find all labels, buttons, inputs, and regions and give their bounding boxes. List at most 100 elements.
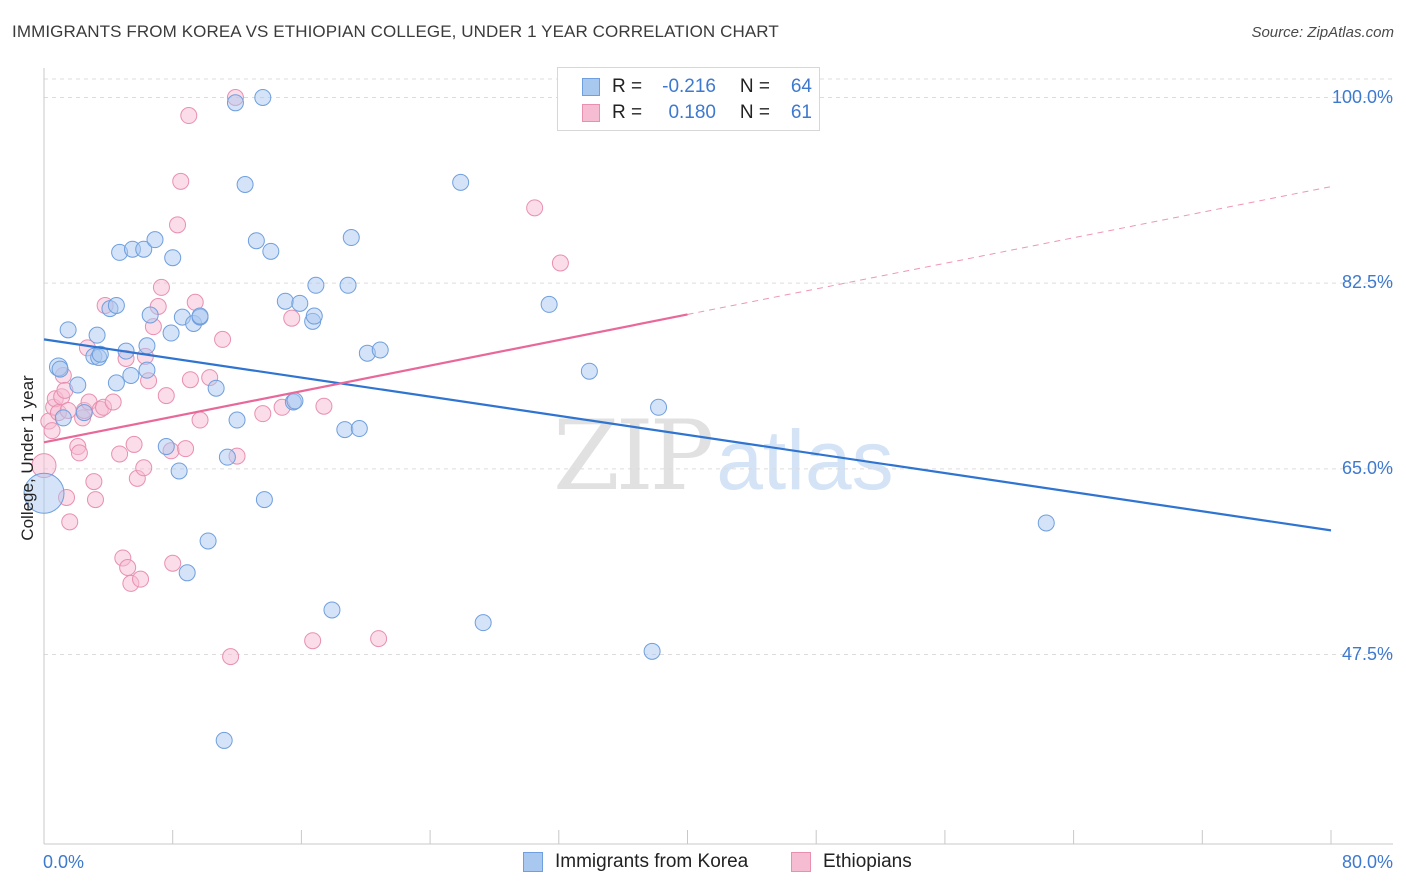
ethiopians-legend-label: Ethiopians	[823, 851, 912, 872]
korea-point	[162, 324, 180, 342]
korea-trend-line	[43, 338, 1332, 532]
ethiopian-point	[164, 554, 182, 572]
korea-point	[164, 249, 182, 267]
legend-row-korea: R = -0.216 N = 64	[582, 75, 812, 99]
korea-point	[254, 89, 272, 106]
ethiopians-legend-swatch	[791, 852, 811, 872]
y-tick-label: 47.5%	[1341, 643, 1393, 664]
korea-point	[191, 307, 209, 325]
x-tick-label-max: 80.0%	[1341, 852, 1393, 872]
korea-point	[207, 379, 225, 397]
korea-point	[474, 614, 492, 632]
ethiopian-point	[125, 435, 143, 453]
korea-point	[51, 360, 69, 378]
chart-title: IMMIGRANTS FROM KOREA VS ETHIOPIAN COLLE…	[12, 22, 779, 41]
korea-point	[199, 532, 217, 550]
r-value: 0.180	[668, 102, 716, 123]
ethiopian-trend-line-extension	[687, 186, 1332, 315]
r-label: R =	[612, 76, 643, 97]
y-tick-label: 100.0%	[1331, 86, 1393, 107]
ethiopian-point	[191, 411, 209, 429]
korea-point	[262, 242, 280, 260]
korea-point	[643, 642, 661, 660]
korea-point	[138, 361, 156, 379]
korea-point	[452, 173, 470, 191]
korea-point	[247, 232, 265, 250]
korea-point	[215, 731, 233, 749]
korea-point	[286, 392, 304, 410]
korea-point	[650, 398, 668, 416]
ethiopian-point	[177, 440, 195, 458]
korea-point	[323, 601, 341, 619]
n-value: 61	[790, 102, 812, 123]
korea-point	[1037, 514, 1055, 532]
korea-point	[135, 240, 153, 258]
ethiopian-point	[214, 330, 232, 348]
ethiopian-point	[70, 444, 88, 462]
ethiopian-point	[180, 107, 198, 125]
korea-point	[350, 420, 368, 438]
ethiopian-point	[119, 559, 137, 577]
ethiopian-point	[86, 491, 104, 509]
korea-point	[75, 404, 93, 422]
korea-point	[336, 421, 354, 439]
korea-point	[371, 341, 389, 359]
korea-point	[107, 374, 125, 392]
korea-swatch	[582, 78, 600, 96]
korea-point	[138, 337, 156, 355]
korea-point	[157, 438, 175, 456]
ethiopian-point	[85, 473, 103, 491]
n-label: N =	[739, 76, 770, 97]
ethiopian-point	[169, 216, 187, 234]
source-label: Source: ZipAtlas.com	[1251, 24, 1394, 41]
n-value: 64	[790, 76, 812, 97]
ethiopian-point	[181, 371, 199, 389]
korea-point	[54, 409, 72, 427]
korea-point	[307, 276, 325, 294]
ethiopian-point	[222, 648, 240, 666]
korea-point	[228, 411, 246, 429]
korea-point	[141, 306, 159, 324]
ethiopian-trend-line	[43, 313, 688, 444]
y-tick-label: 82.5%	[1341, 272, 1393, 293]
korea-point	[305, 307, 323, 325]
korea-point	[291, 294, 309, 312]
ethiopian-point	[157, 387, 175, 405]
y-tick-label: 65.0%	[1341, 457, 1393, 478]
korea-point	[91, 345, 109, 363]
korea-legend-swatch	[523, 852, 543, 872]
korea-point	[178, 564, 196, 582]
korea-point	[107, 296, 125, 314]
korea-point	[146, 231, 164, 249]
x-tick-label-min: 0.0%	[43, 852, 85, 872]
korea-point	[226, 94, 244, 112]
series-legend-ethiopians[interactable]: Ethiopians	[791, 851, 912, 873]
korea-point	[276, 292, 294, 310]
ethiopian-point	[254, 405, 272, 423]
ethiopian-point	[135, 459, 153, 477]
korea-point	[88, 326, 106, 344]
ethiopian-point	[526, 199, 544, 217]
korea-point	[339, 276, 357, 294]
legend-row-ethiopians: R = 0.180 N = 61	[582, 101, 812, 125]
korea-point	[540, 295, 558, 313]
r-label: R =	[612, 102, 643, 123]
ethiopian-point	[61, 513, 79, 531]
ethiopian-point	[43, 422, 61, 440]
y-axis-label: College, Under 1 year	[18, 375, 37, 541]
series-legend-korea[interactable]: Immigrants from Korea	[523, 851, 748, 873]
ethiopian-point	[304, 632, 322, 650]
ethiopian-point	[283, 309, 301, 327]
korea-point	[255, 491, 273, 509]
ethiopian-point	[111, 445, 129, 463]
korea-point	[59, 321, 77, 339]
korea-legend-label: Immigrants from Korea	[555, 851, 749, 872]
korea-point	[218, 448, 236, 466]
korea-point	[236, 175, 254, 193]
korea-point	[170, 462, 188, 480]
korea-point	[580, 362, 598, 380]
ethiopian-point	[152, 278, 170, 296]
ethiopian-point	[551, 254, 569, 272]
n-label: N =	[739, 102, 770, 123]
